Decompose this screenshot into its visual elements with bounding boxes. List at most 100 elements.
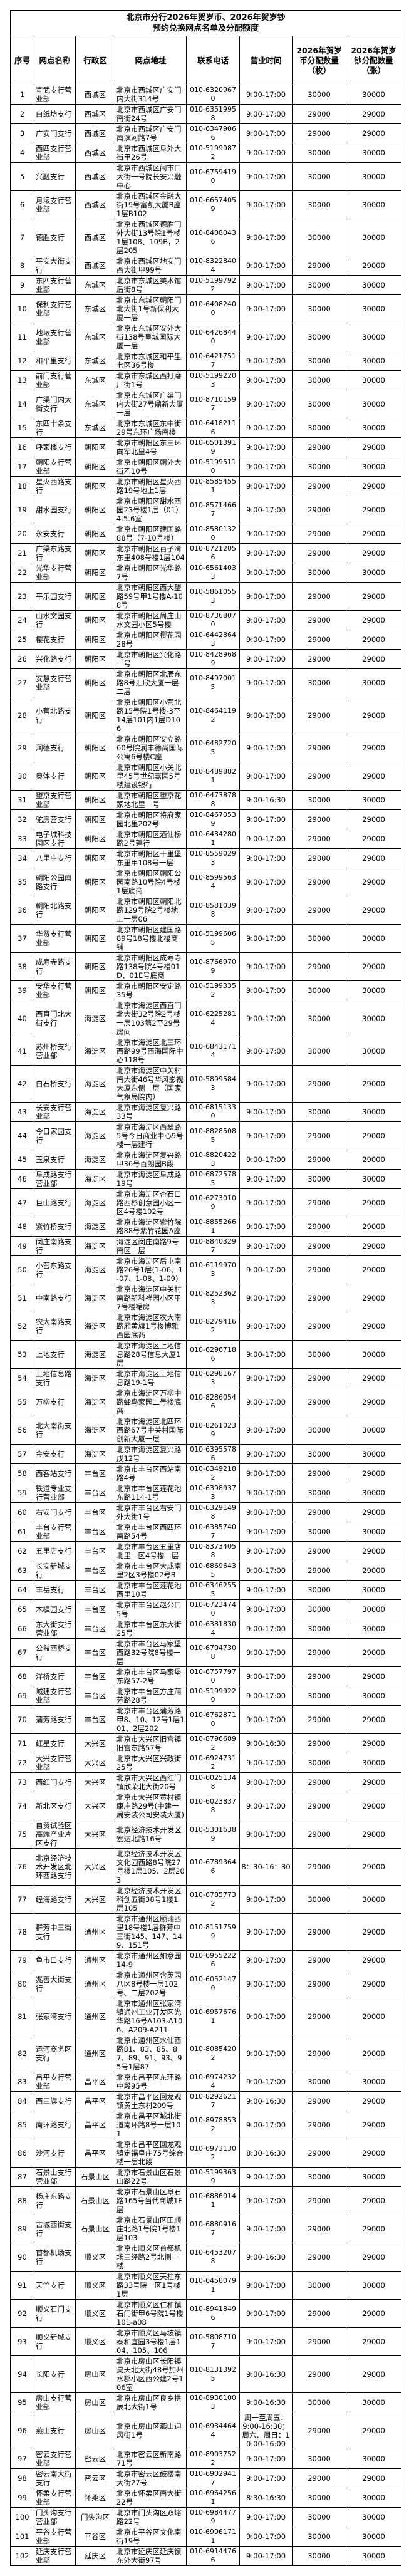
district-cell: 朝阳区 [75,697,115,734]
district-cell: 丰台区 [75,1599,115,1619]
branch-name-cell: 朝阳支行营业部 [34,457,76,477]
table-row: 30 奥体支行 朝阳区 北京市朝阳区小关北里45号世纪嘉园5号楼建设银行 010-848… [10,762,401,791]
branch-name-cell: 木樨园支行 [34,1599,76,1619]
address-cell: 北京市海淀区阜成路19号 [115,1169,187,1189]
phone-cell: 010-81313925 [186,2355,240,2393]
phone-cell: 010-64082400 [186,294,240,323]
coin-quota-cell: 30000 [292,294,346,323]
table-row: 97 密云支行营业部 密云区 北京市密云区新南路71号 010-89037522 9:00… [10,2449,401,2469]
note-quota-cell: 29000 [346,1368,401,1388]
note-quota-cell: 29000 [346,104,401,124]
note-quota-cell: 30000 [346,1885,401,1914]
branch-name-cell: 保利支行营业部 [34,294,76,323]
coin-quota-cell: 30000 [292,563,346,583]
address-cell: 北京市大兴区旧宫镇旧宫东路57号 [115,1733,187,1753]
note-quota-cell: 30000 [346,668,401,697]
index-cell: 63 [10,1561,34,1581]
branch-name-cell: 天竺支行 [34,2271,76,2300]
district-cell: 大兴区 [75,1820,115,1849]
district-cell: 海淀区 [75,1255,115,1284]
phone-cell: 010-89418496 [186,2299,240,2328]
branch-name-cell: 万柳支行 [34,1388,76,1416]
index-cell: 64 [10,1580,34,1600]
district-cell: 平谷区 [75,2527,115,2547]
branch-name-cell: 闵庄南路支行 [34,1236,76,1256]
coin-quota-cell: 29000 [292,1561,346,1581]
address-cell: 北京市海淀区西直门北大街32号院2号楼一层103第2至29号房间 [115,1000,187,1037]
hours-cell: 9:00-17:00 [239,351,293,371]
coin-quota-cell: 29000 [292,1236,346,1256]
note-quota-cell: 30000 [346,924,401,953]
district-cell: 朝阳区 [75,437,115,457]
table-row: 43 长安支行营业部 海淀区 北京市海淀区复兴路33号 010-68151330 9:00… [10,1102,401,1122]
index-cell: 72 [10,1753,34,1773]
phone-cell: 010-63989373 [186,1483,240,1503]
note-quota-cell: 30000 [346,219,401,256]
table-row: 23 平乐园支行 朝阳区 北京市朝阳区西大望路59号甲1号楼A-108号 010-586… [10,582,401,611]
address-cell: 北京市西城区闹市口大街一号院长安兴融中心 [115,162,187,191]
district-cell: 朝阳区 [75,668,115,697]
address-cell: 北京市昌平区回龙观镇定福皇庄75号综合楼一层北段 [115,2139,187,2168]
index-cell: 47 [10,1188,34,1217]
index-cell: 39 [10,980,34,1000]
address-cell: 北京市海淀区杏石口路西杉创意园小区一区4号楼102号 [115,1188,187,1217]
phone-cell: 010-84970015 [186,668,240,697]
branch-name-cell: 西三旗支行 [34,2091,76,2111]
phone-cell: 010-63857407 [186,1522,240,1542]
table-row: 11 地坛支行营业部 东城区 北京市东城区安外大街138号皇城国际大厦一层 010-64… [10,323,401,351]
coin-quota-cell: 30000 [292,2167,346,2187]
index-cell: 12 [10,351,34,371]
phone-cell: 010-84898821 [186,762,240,791]
address-cell: 北京市朝阳区建国路88号（7-10号楼） [115,524,187,544]
address-cell: 北京市朝阳区兴化路一号 [115,649,187,669]
note-quota-cell: 30000 [346,563,401,583]
table-row: 57 金安支行 海淀区 北京市海淀区复兴路戊12号 010-63955786 9:00-1… [10,1444,401,1464]
table-row: 37 华贸支行营业部 朝阳区 北京市朝阳区建国路89号18号楼北楼商铺 010-5199… [10,924,401,953]
note-quota-cell: 29000 [346,868,401,896]
address-cell: 北京市朝阳区光华路7号 [115,563,187,583]
phone-cell: 010-64580791 [186,2271,240,2300]
note-quota-cell: 29000 [346,123,401,143]
table-row: 63 长安新城支行 丰台区 北京市丰台区大成南里2区3号楼02号B 010-686964… [10,1561,401,1581]
note-quota-cell: 30000 [346,1753,401,1773]
phone-cell: 010-87101597 [186,390,240,418]
address-cell: 北京市丰台区西四环南路54号 [115,1522,187,1542]
note-quota-cell: 29000 [346,1705,401,1734]
address-cell: 北京市朝阳区朝外大街乙10号 [115,457,187,477]
phone-cell: 010-83228404 [186,256,240,276]
phone-cell: 010-82794162 [186,1312,240,1341]
hours-cell: 9:00-17:00 [239,2449,293,2469]
note-quota-cell: 29000 [346,496,401,524]
phone-cell: 010-53016389 [186,1820,240,1849]
branch-name-cell: 张家湾支行 [34,1998,76,2035]
table-row: 29 润德支行 朝阳区 北京市朝阳区安立路60号院润丰德尚国际公寓6号楼C座 010-6… [10,734,401,762]
district-cell: 延庆区 [75,2546,115,2566]
phone-cell: 010-69642561 [186,2488,240,2508]
phone-cell: 010-63291498 [186,1502,240,1522]
district-cell: 朝阳区 [75,582,115,611]
table-row: 98 密云南大街支行 密云区 北京市密云区鼓楼南大街27号 010-69029417 9:… [10,2468,401,2488]
index-cell: 96 [10,2412,34,2449]
index-cell: 87 [10,2167,34,2187]
district-cell: 朝阳区 [75,809,115,829]
note-quota-cell: 30000 [346,1686,401,1706]
note-quota-cell: 30000 [346,980,401,1000]
address-cell: 北京市海淀区上地信息路28号信息大厦1层 [115,1340,187,1369]
coin-quota-cell: 30000 [292,1340,346,1369]
branch-name-cell: 自贸试验区高端产业片区支行 [34,1820,76,1849]
district-cell: 顺义区 [75,2327,115,2356]
address-cell: 北京市朝阳区东三环向军北里4号 [115,437,187,457]
hours-cell: 9:00-17:00 [239,123,293,143]
address-cell: 北京市朝阳区将府家园北里202号 [115,809,187,829]
district-cell: 大兴区 [75,1733,115,1753]
phone-cell: 010-87669709 [186,952,240,981]
hours-cell: 9:00-17:00 [239,2299,293,2328]
note-quota-cell: 29000 [346,1236,401,1256]
table-row: 25 樱花支行 朝阳区 北京市朝阳区樱花园28号 010-64428643 9:00-17… [10,630,401,650]
district-cell: 丰台区 [75,1666,115,1686]
coin-quota-cell: 30000 [292,275,346,295]
address-cell: 北京市丰台区蒲芳路甲8、10、12号1层101、2层202 [115,1705,187,1734]
phone-cell: 010-64268440 [186,323,240,351]
note-quota-cell: 29000 [346,1065,401,1103]
